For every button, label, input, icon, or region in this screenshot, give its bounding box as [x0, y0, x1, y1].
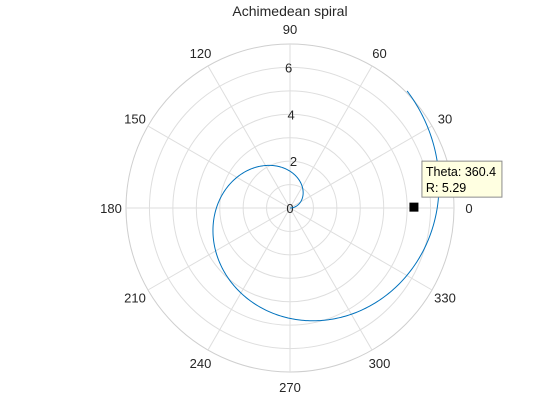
r-tick-label: 0	[286, 201, 293, 216]
datatip-theta-text: Theta: 360.4	[426, 165, 496, 179]
theta-tick-label: 210	[124, 291, 146, 306]
r-tick-label: 4	[287, 107, 294, 122]
theta-tick-label: 270	[279, 380, 301, 395]
chart-title: Achimedean spiral	[232, 3, 347, 19]
datatip[interactable]: Theta: 360.4 R: 5.29	[409, 160, 503, 212]
polar-tick-labels: 0 30 60 90 120 150 180 210 240 270 300 330 0 2 4 6	[100, 22, 472, 395]
spiral-series-line	[212, 90, 440, 322]
theta-tick-label: 60	[372, 46, 386, 61]
theta-tick-label: 0	[465, 201, 472, 216]
r-tick-label: 6	[285, 61, 292, 76]
theta-tick-label: 30	[438, 112, 452, 127]
theta-tick-label: 240	[190, 356, 212, 371]
theta-tick-label: 300	[369, 356, 391, 371]
theta-tick-label: 180	[100, 201, 122, 216]
r-tick-label: 2	[290, 154, 297, 169]
datatip-marker[interactable]	[409, 202, 419, 212]
theta-tick-label: 120	[190, 46, 212, 61]
theta-tick-label: 150	[124, 112, 146, 127]
theta-tick-label: 330	[434, 291, 456, 306]
datatip-box	[421, 160, 503, 198]
theta-tick-label: 90	[283, 22, 297, 37]
datatip-r-text: R: 5.29	[426, 181, 466, 195]
